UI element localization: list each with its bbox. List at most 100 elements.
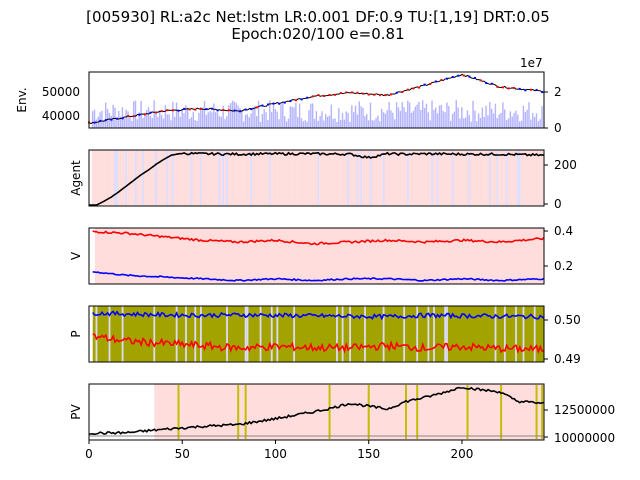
volume-bar xyxy=(425,103,428,128)
agent-action-band xyxy=(162,150,165,206)
agent-action-band xyxy=(291,150,294,206)
agent-action-band xyxy=(309,150,312,206)
agent-action-band xyxy=(280,150,282,206)
agent-action-band xyxy=(496,150,499,206)
agent-action-band xyxy=(263,150,266,206)
volume-bar xyxy=(185,105,187,128)
agent-action-band xyxy=(151,150,154,206)
volume-bar xyxy=(474,110,476,128)
trade-marker xyxy=(216,109,219,112)
agent-action-band xyxy=(341,150,344,206)
volume-bar xyxy=(330,104,333,128)
agent-action-band xyxy=(449,150,452,206)
trade-marker xyxy=(356,91,359,94)
volume-bar xyxy=(315,111,318,128)
agent-action-band xyxy=(313,150,316,206)
agent-action-band xyxy=(205,150,208,206)
agent-action-band xyxy=(203,150,206,206)
volume-bar xyxy=(464,117,467,128)
agent-action-band xyxy=(324,150,327,206)
p-gap-band xyxy=(246,306,249,362)
p-ytick-050: 0.50 xyxy=(554,313,581,327)
agent-action-band xyxy=(110,150,113,206)
agent-action-band xyxy=(147,150,150,206)
volume-bar xyxy=(183,113,185,128)
volume-bar xyxy=(367,120,370,128)
agent-action-band xyxy=(410,150,413,206)
trade-marker xyxy=(267,103,270,106)
portfolio-value-line xyxy=(88,386,545,436)
agent-action-band xyxy=(350,150,353,206)
volume-bar xyxy=(524,111,526,128)
agent-action-band xyxy=(386,150,389,206)
agent-action-band xyxy=(447,150,450,206)
volume-bar xyxy=(532,113,534,128)
agent-action-band xyxy=(352,150,355,206)
panel-env: Env. 50000 40000 2 0 1e7 xyxy=(15,56,562,135)
agent-action-band xyxy=(518,150,521,206)
volume-bar xyxy=(242,121,245,128)
agent-action-band xyxy=(179,150,182,206)
trade-marker xyxy=(395,91,398,94)
trade-marker xyxy=(205,108,208,111)
volume-bar xyxy=(373,120,375,128)
trade-marker xyxy=(367,93,370,96)
trade-marker xyxy=(211,107,214,110)
agent-action-band xyxy=(330,150,333,206)
agent-action-band xyxy=(535,150,538,206)
volume-bar xyxy=(517,114,519,128)
p-gap-band xyxy=(364,306,366,362)
agent-action-band xyxy=(483,150,486,206)
volume-bar xyxy=(201,107,204,128)
agent-action-band xyxy=(326,150,329,206)
volume-bar xyxy=(283,116,286,128)
volume-bar xyxy=(248,117,250,128)
volume-bar xyxy=(112,104,114,128)
agent-action-band xyxy=(520,150,523,206)
trade-marker xyxy=(239,110,242,113)
agent-action-band xyxy=(199,150,202,206)
p-gap-band xyxy=(503,306,506,362)
volume-bar xyxy=(302,121,305,128)
agent-action-band xyxy=(419,150,422,206)
trade-marker xyxy=(513,87,516,90)
volume-bar xyxy=(438,105,441,128)
trade-marker xyxy=(227,109,230,112)
agent-action-band xyxy=(240,150,243,206)
volume-bar xyxy=(233,101,236,128)
agent-action-band xyxy=(490,150,493,206)
v-series-2-line xyxy=(92,271,545,282)
volume-bar xyxy=(317,120,319,128)
p-gap-band xyxy=(244,306,247,362)
agent-action-band xyxy=(268,150,271,206)
volume-bar xyxy=(200,107,202,128)
trade-marker xyxy=(143,113,146,116)
volume-bar xyxy=(453,111,456,128)
volume-bar xyxy=(490,108,493,128)
pv-background xyxy=(154,384,544,440)
p-gap-band xyxy=(336,306,338,362)
agent-action-band xyxy=(337,150,340,206)
volume-bar xyxy=(147,107,150,128)
volume-bar xyxy=(336,121,338,128)
volume-bar xyxy=(172,101,174,128)
volume-bar xyxy=(451,113,454,128)
agent-action-band xyxy=(345,150,348,206)
agent-action-band xyxy=(405,150,407,206)
trade-marker xyxy=(446,77,449,80)
env-y2tick-2: 2 xyxy=(554,85,562,99)
agent-action-band xyxy=(403,150,406,206)
trade-marker xyxy=(104,119,107,122)
volume-bar xyxy=(397,107,400,128)
p-gap-band xyxy=(433,306,435,362)
agent-action-band xyxy=(427,150,430,206)
volume-bar xyxy=(476,121,478,128)
agent-action-band xyxy=(270,150,273,206)
trade-marker xyxy=(412,87,415,90)
trade-marker xyxy=(429,82,432,85)
trade-marker xyxy=(121,117,124,120)
volume-bar xyxy=(114,107,116,128)
env-ytick-40000: 40000 xyxy=(42,109,80,123)
volume-bar xyxy=(323,120,325,128)
p-gap-band xyxy=(293,306,296,362)
